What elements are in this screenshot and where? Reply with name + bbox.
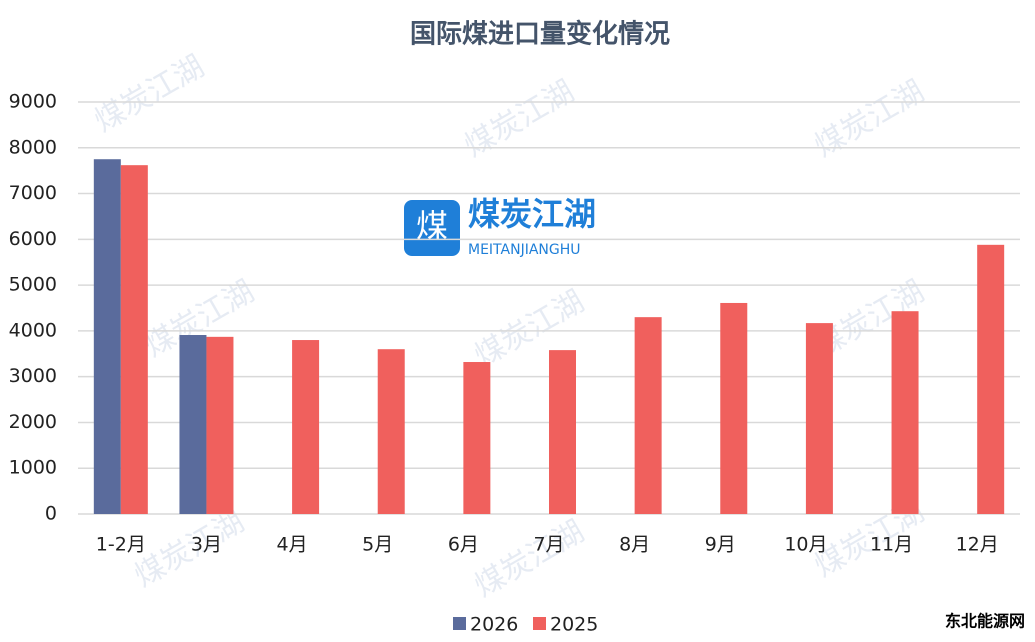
logo-box <box>404 200 460 256</box>
bar <box>634 317 662 514</box>
x-tick-label: 5月 <box>362 534 393 556</box>
watermark-tile: 煤炭江湖 <box>89 49 210 139</box>
y-tick-label: 6000 <box>9 228 57 250</box>
x-tick-label: 10月 <box>784 534 827 556</box>
watermark-logo: 煤 煤炭江湖 MEITANJIANGHU <box>404 195 596 258</box>
x-tick-label: 6月 <box>448 534 479 556</box>
y-tick-label: 2000 <box>9 411 57 433</box>
bar <box>805 323 833 514</box>
bar <box>549 350 576 514</box>
y-tick-label: 1000 <box>9 457 57 479</box>
bar <box>463 362 491 514</box>
watermark-tile: 煤炭江湖 <box>469 514 590 604</box>
bar <box>720 302 748 514</box>
x-tick-label: 11月 <box>870 534 913 556</box>
x-tick-label: 9月 <box>705 534 736 556</box>
y-tick-label: 9000 <box>9 91 57 113</box>
x-tick-label: 12月 <box>956 534 999 556</box>
bar <box>93 159 121 514</box>
y-tick-label: 7000 <box>9 182 57 204</box>
x-tick-label: 3月 <box>191 534 222 556</box>
watermark-subtitle: MEITANJIANGHU <box>468 242 581 258</box>
y-tick-label: 3000 <box>9 365 57 387</box>
watermark-tile: 煤炭江湖 <box>809 74 930 164</box>
watermark-tile: 煤炭江湖 <box>459 74 580 164</box>
legend-label: 2026 <box>470 614 518 636</box>
y-tick-label: 4000 <box>9 319 57 341</box>
chart-title: 国际煤进口量变化情况 <box>410 19 670 50</box>
y-tick-label: 5000 <box>9 274 57 296</box>
legend-label: 2025 <box>550 614 598 636</box>
y-tick-label: 0 <box>45 503 57 525</box>
bar <box>179 335 207 514</box>
bar <box>977 244 1005 514</box>
bar <box>891 311 919 514</box>
y-tick-label: 8000 <box>9 136 57 158</box>
legend-swatch <box>453 617 466 630</box>
x-tick-label: 1-2月 <box>96 534 146 556</box>
bar <box>292 340 320 514</box>
watermark-tile: 煤炭江湖 <box>129 504 250 594</box>
legend-swatch <box>533 617 546 630</box>
source: 东北能源网 <box>945 612 1025 631</box>
bar <box>120 165 148 514</box>
x-tick-label: 4月 <box>277 534 308 556</box>
x-tick-label: 7月 <box>533 534 564 556</box>
bar <box>377 349 405 514</box>
bar <box>206 336 234 514</box>
x-tick-label: 8月 <box>619 534 650 556</box>
watermark-name: 煤炭江湖 <box>468 195 596 233</box>
